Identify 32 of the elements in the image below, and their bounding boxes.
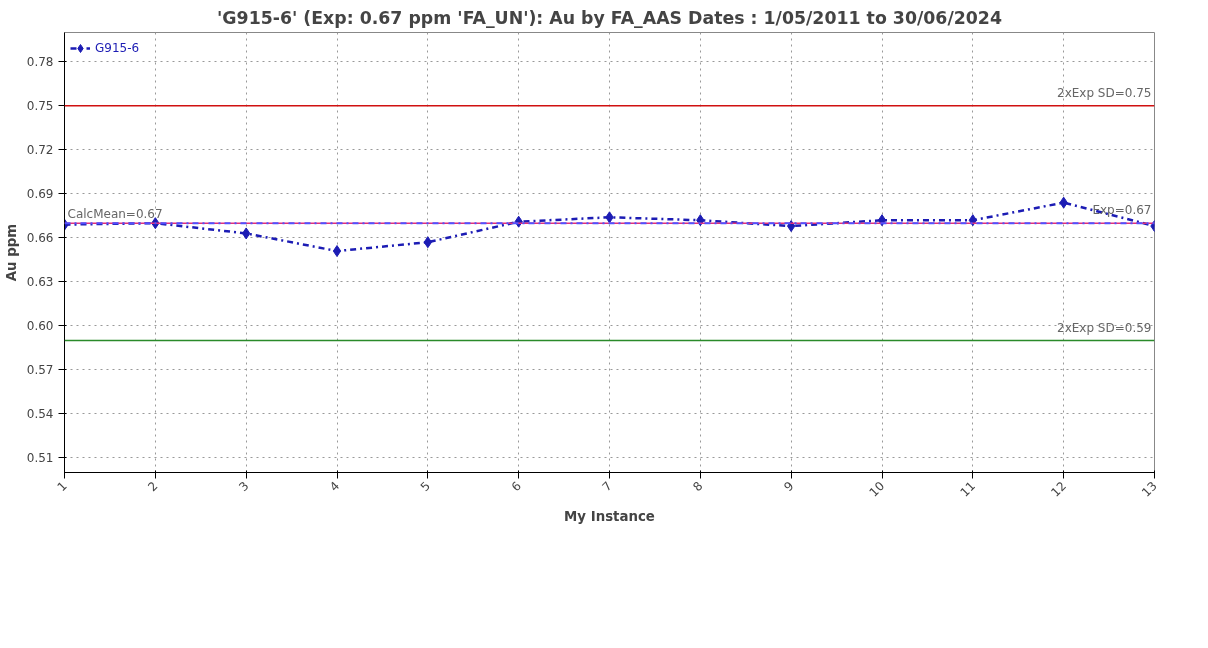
y-tick-label: 0.51 <box>26 451 54 466</box>
legend-label: G915-6 <box>95 41 140 55</box>
y-tick-label: 0.72 <box>26 143 54 158</box>
x-tick-label: 7 <box>599 478 615 495</box>
x-tick-label: 6 <box>508 478 524 495</box>
chart-title: 'G915-6' (Exp: 0.67 ppm 'FA_UN'): Au by FA_AAS Dates : 1/05/2011 to 30/06/2024 <box>217 7 1002 28</box>
y-tick-label: 0.60 <box>26 319 54 334</box>
y-tick-label: 0.75 <box>26 99 54 114</box>
x-tick-label: 12 <box>1048 478 1069 500</box>
y-axis-title: Au ppm <box>3 223 19 282</box>
x-axis-title: My Instance <box>564 508 655 524</box>
x-tick-label: 11 <box>957 478 979 500</box>
x-tick-label: 1 <box>54 478 70 495</box>
point <box>332 245 342 258</box>
x-tick-label: 3 <box>236 478 252 495</box>
y-tick-label: 0.57 <box>26 363 54 378</box>
x-tick-label: 8 <box>690 478 706 495</box>
y-tick-label: 0.66 <box>26 231 54 246</box>
y-tick-label: 0.69 <box>26 187 54 202</box>
y-tick-label: 0.54 <box>26 407 54 422</box>
y-tick-label: 0.63 <box>26 275 54 290</box>
x-tick-label: 2 <box>145 478 161 495</box>
x-tick-label: 4 <box>327 478 343 495</box>
ref-line-label: Exp=0.67 <box>1092 203 1152 218</box>
x-tick-label: 10 <box>866 478 888 500</box>
y-tick-label: 0.78 <box>26 55 54 70</box>
x-tick-label: 13 <box>1139 478 1160 500</box>
ref-line-label: 2xExp SD=0.59 <box>1057 320 1152 335</box>
x-tick-label: 5 <box>417 478 434 495</box>
x-tick-label: 9 <box>781 478 797 495</box>
ref-line-label: 2xExp SD=0.75 <box>1057 85 1152 100</box>
ref-line-label: CalcMean=0.67 <box>67 207 163 222</box>
